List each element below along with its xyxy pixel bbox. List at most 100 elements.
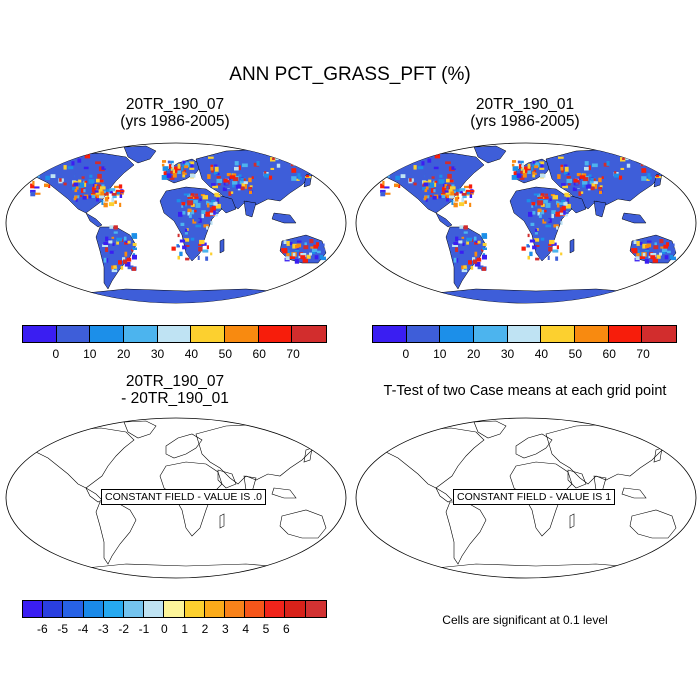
grass-cell bbox=[476, 257, 482, 262]
grass-cell bbox=[520, 160, 524, 166]
grass-cell bbox=[223, 178, 228, 183]
grass-cell bbox=[180, 222, 185, 226]
grass-cell bbox=[182, 168, 187, 172]
grass-cell bbox=[45, 175, 50, 181]
grass-cell bbox=[394, 162, 399, 165]
grass-cell bbox=[463, 265, 467, 269]
grass-cell bbox=[287, 249, 290, 253]
grass-cell bbox=[226, 173, 231, 177]
grass-cell bbox=[421, 161, 425, 166]
grass-cell bbox=[314, 255, 319, 260]
colorbar-difference-swatch bbox=[23, 601, 44, 617]
grass-cell bbox=[197, 199, 203, 205]
grass-cell bbox=[229, 175, 236, 179]
grass-cell bbox=[320, 256, 326, 261]
grass-cell bbox=[434, 154, 441, 159]
grass-cell bbox=[173, 166, 180, 170]
grass-cell bbox=[560, 221, 563, 225]
grass-cell bbox=[249, 190, 252, 194]
grass-cell bbox=[462, 242, 465, 246]
grass-cell bbox=[106, 189, 111, 192]
grass-cell bbox=[654, 160, 659, 165]
grass-cell bbox=[663, 244, 669, 249]
grass-cell bbox=[99, 195, 105, 199]
grass-cell bbox=[645, 173, 651, 177]
grass-cell bbox=[520, 170, 524, 174]
grass-cell bbox=[528, 170, 535, 174]
grass-cell bbox=[542, 193, 545, 197]
colorbar-top-left-tick-label: 40 bbox=[184, 347, 199, 361]
grass-cell bbox=[193, 199, 199, 204]
grass-cell bbox=[644, 258, 650, 264]
grass-cell bbox=[474, 251, 478, 257]
grass-cell bbox=[197, 255, 200, 260]
grass-cell bbox=[68, 155, 73, 158]
grass-cell bbox=[560, 165, 564, 171]
grass-cell bbox=[588, 165, 591, 171]
colorbar-top-right-swatch bbox=[541, 326, 575, 342]
grass-cell bbox=[422, 168, 426, 174]
grass-cell bbox=[178, 211, 183, 217]
grass-cell bbox=[540, 237, 545, 241]
panel-title-bottom-left: 20TR_190_07 - 20TR_190_01 bbox=[5, 373, 345, 407]
grass-cell bbox=[532, 211, 536, 215]
grass-cell bbox=[177, 255, 180, 260]
grass-cell bbox=[187, 210, 191, 216]
grass-cell bbox=[446, 194, 449, 199]
grass-cell bbox=[113, 250, 116, 256]
colorbar-top-right-tick-label: 70 bbox=[636, 347, 650, 361]
grass-cell bbox=[466, 191, 471, 195]
grass-cell bbox=[438, 179, 445, 184]
grass-cell bbox=[481, 267, 486, 271]
grass-cell bbox=[37, 166, 40, 170]
grass-cell bbox=[614, 171, 617, 176]
grass-cell bbox=[522, 169, 526, 175]
grass-cell bbox=[177, 233, 180, 238]
grass-cell bbox=[534, 232, 538, 235]
grass-cell bbox=[660, 246, 664, 249]
grass-cell bbox=[171, 163, 175, 168]
grass-cell bbox=[294, 249, 300, 252]
grass-cell bbox=[119, 194, 123, 198]
grass-cell bbox=[194, 219, 200, 222]
grass-cell bbox=[268, 175, 273, 180]
grass-cell bbox=[565, 203, 571, 209]
grass-cell bbox=[642, 252, 646, 257]
colorbar-difference-tick-label: -4 bbox=[77, 622, 89, 636]
grass-cell bbox=[206, 203, 210, 208]
grass-cell bbox=[540, 164, 544, 168]
grass-cell bbox=[532, 168, 537, 172]
grass-cell bbox=[184, 203, 188, 207]
grass-cell bbox=[198, 218, 202, 223]
grass-cell bbox=[184, 163, 189, 167]
grass-cell bbox=[430, 195, 433, 198]
grass-cell bbox=[458, 240, 463, 244]
grass-cell bbox=[453, 200, 456, 204]
grass-cell bbox=[275, 157, 279, 161]
grass-cell bbox=[27, 170, 32, 174]
grass-cell bbox=[235, 192, 241, 195]
grass-cell bbox=[511, 175, 518, 180]
grass-cell bbox=[454, 166, 458, 169]
grass-cell bbox=[458, 235, 462, 240]
grass-cell bbox=[74, 188, 78, 193]
grass-cell bbox=[177, 163, 181, 169]
grass-cell bbox=[528, 211, 533, 217]
grass-cell bbox=[298, 257, 304, 261]
grass-cell bbox=[103, 241, 109, 245]
grass-cell bbox=[316, 242, 319, 247]
grass-cell bbox=[213, 210, 216, 215]
grass-cell bbox=[566, 176, 571, 179]
grass-cell bbox=[451, 200, 454, 205]
grass-cell bbox=[103, 191, 109, 196]
grass-cell bbox=[556, 200, 560, 205]
grass-cell bbox=[442, 183, 446, 188]
grass-cell bbox=[528, 224, 532, 230]
grass-cell bbox=[105, 186, 110, 190]
colorbar-top-right-tick-label: 20 bbox=[466, 347, 481, 361]
grass-cell bbox=[198, 247, 203, 252]
grass-cell bbox=[545, 224, 552, 228]
grass-cell bbox=[534, 163, 539, 167]
grass-cell bbox=[77, 158, 82, 163]
grass-cell bbox=[131, 248, 134, 252]
